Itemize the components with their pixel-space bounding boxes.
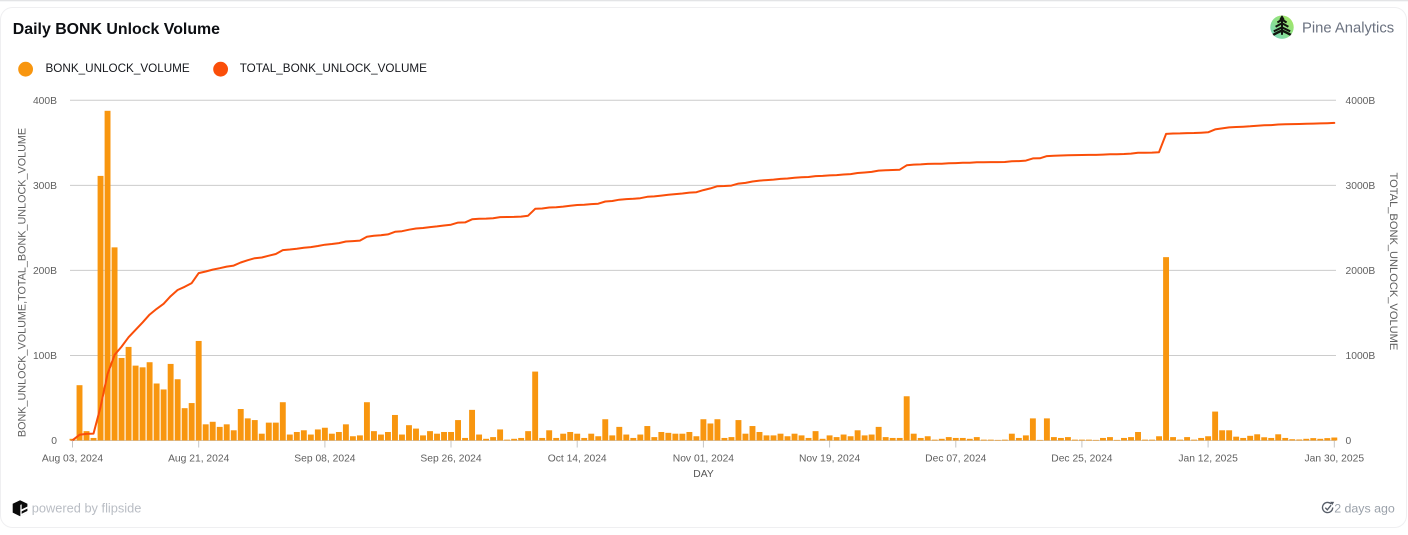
svg-text:Nov 19, 2024: Nov 19, 2024 [799, 453, 861, 464]
svg-text:2000B: 2000B [1346, 266, 1376, 277]
svg-text:Jan 30, 2025: Jan 30, 2025 [1305, 453, 1365, 464]
svg-text:2 days ago: 2 days ago [1334, 501, 1395, 515]
svg-text:Sep 08, 2024: Sep 08, 2024 [294, 453, 356, 464]
svg-text:BONK_UNLOCK_VOLUME,TOTAL_BONK_: BONK_UNLOCK_VOLUME,TOTAL_BONK_UNLOCK_VOL… [17, 128, 29, 437]
svg-text:powered by flipside: powered by flipside [32, 501, 142, 516]
svg-text:1000B: 1000B [1346, 351, 1376, 362]
svg-text:BONK_UNLOCK_VOLUME: BONK_UNLOCK_VOLUME [46, 62, 190, 75]
svg-text:Jan 12, 2025: Jan 12, 2025 [1178, 453, 1238, 464]
svg-text:Oct 14, 2024: Oct 14, 2024 [548, 453, 607, 464]
svg-text:TOTAL_BONK_UNLOCK_VOLUME: TOTAL_BONK_UNLOCK_VOLUME [1387, 173, 1399, 351]
svg-text:300B: 300B [33, 181, 57, 192]
svg-text:Dec 25, 2024: Dec 25, 2024 [1051, 453, 1113, 464]
svg-text:DAY: DAY [693, 469, 714, 480]
svg-text:Aug 21, 2024: Aug 21, 2024 [168, 453, 230, 464]
svg-text:Dec 07, 2024: Dec 07, 2024 [925, 453, 987, 464]
svg-text:Sep 26, 2024: Sep 26, 2024 [420, 453, 482, 464]
svg-text:Nov 01, 2024: Nov 01, 2024 [673, 453, 735, 464]
svg-text:Daily BONK Unlock Volume: Daily BONK Unlock Volume [13, 21, 220, 38]
svg-text:0: 0 [1346, 436, 1352, 447]
svg-text:3000B: 3000B [1346, 181, 1376, 192]
svg-text:0: 0 [51, 436, 57, 447]
svg-text:Aug 03, 2024: Aug 03, 2024 [42, 453, 104, 464]
svg-text:4000B: 4000B [1346, 96, 1376, 107]
svg-text:Pine Analytics: Pine Analytics [1302, 20, 1394, 36]
svg-text:TOTAL_BONK_UNLOCK_VOLUME: TOTAL_BONK_UNLOCK_VOLUME [240, 62, 427, 75]
svg-text:200B: 200B [33, 266, 57, 277]
svg-text:400B: 400B [33, 96, 57, 107]
svg-text:100B: 100B [33, 351, 57, 362]
